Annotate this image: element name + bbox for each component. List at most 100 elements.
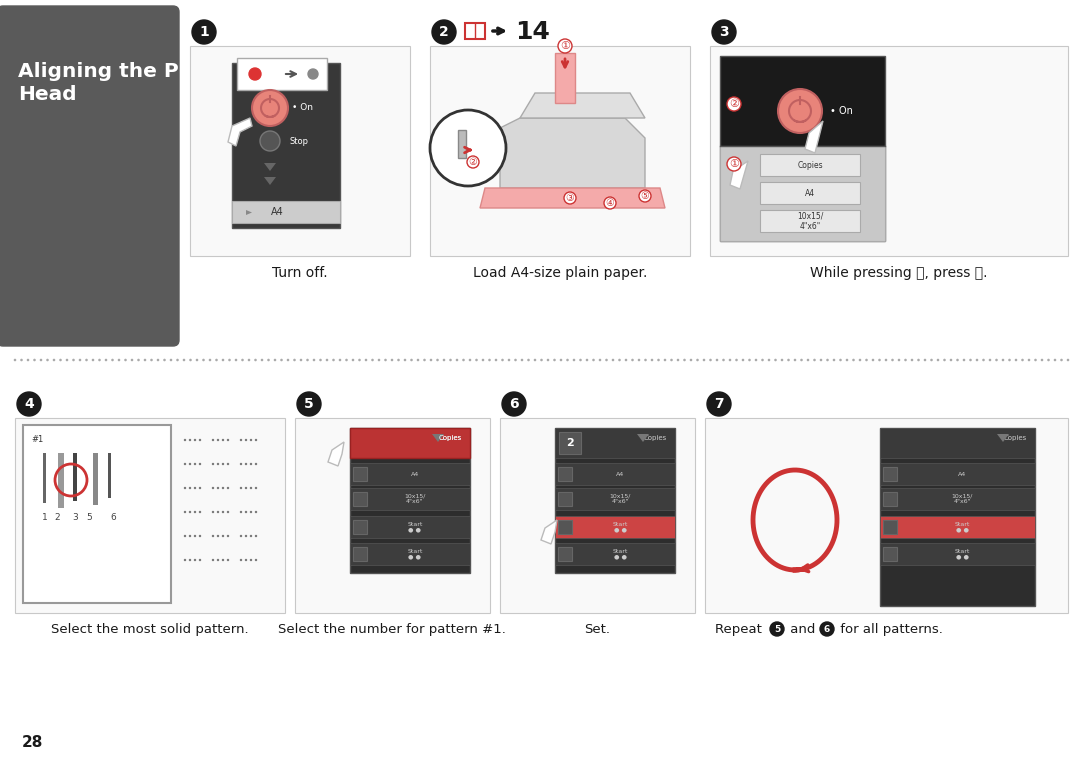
Text: ⑤: ⑤ [640,191,649,202]
Circle shape [199,487,201,489]
Circle shape [255,439,257,441]
Circle shape [195,358,199,361]
Circle shape [245,535,247,537]
Circle shape [564,192,576,204]
Circle shape [300,358,302,361]
FancyBboxPatch shape [0,6,179,346]
Circle shape [352,358,354,361]
Text: 2: 2 [566,438,573,448]
Text: Set.: Set. [584,623,610,636]
Circle shape [217,535,219,537]
FancyBboxPatch shape [353,520,367,534]
Circle shape [540,358,543,361]
Circle shape [930,358,933,361]
FancyBboxPatch shape [350,516,470,538]
Circle shape [92,358,94,361]
Circle shape [897,358,901,361]
Circle shape [255,463,257,465]
Circle shape [1035,358,1037,361]
Circle shape [475,358,477,361]
Circle shape [227,487,229,489]
FancyBboxPatch shape [558,520,572,534]
Circle shape [1048,358,1050,361]
Text: 2: 2 [54,513,59,522]
FancyBboxPatch shape [73,453,77,501]
Text: 5: 5 [774,625,780,634]
FancyBboxPatch shape [458,130,465,158]
Text: 1: 1 [199,26,208,40]
FancyBboxPatch shape [705,418,1068,613]
Circle shape [852,358,854,361]
FancyBboxPatch shape [880,516,1035,538]
Circle shape [684,358,686,361]
Text: and: and [786,623,820,636]
Circle shape [245,463,247,465]
Text: A4: A4 [805,189,815,198]
Circle shape [157,358,160,361]
Circle shape [208,358,212,361]
FancyBboxPatch shape [43,453,46,503]
Text: ④: ④ [606,199,615,209]
Text: Copies: Copies [1003,435,1027,441]
Text: Start
● ●: Start ● ● [407,549,422,559]
Text: Aligning the Print
Head: Aligning the Print Head [18,62,219,104]
Circle shape [469,358,471,361]
Circle shape [212,439,214,441]
Text: 1: 1 [42,513,48,522]
Circle shape [943,358,946,361]
Circle shape [199,463,201,465]
Circle shape [137,358,139,361]
Text: 4: 4 [24,397,33,412]
Text: ①: ① [561,41,570,51]
FancyBboxPatch shape [190,46,410,256]
Circle shape [742,358,744,361]
Text: ②: ② [729,99,739,110]
Circle shape [637,358,640,361]
Text: A4: A4 [410,472,419,476]
Text: Start
● ●: Start ● ● [612,522,627,532]
Text: 10x15/
4"x6": 10x15/ 4"x6" [797,212,823,231]
Text: 3: 3 [719,26,729,40]
FancyBboxPatch shape [58,453,64,508]
Circle shape [527,358,530,361]
Circle shape [189,463,191,465]
Circle shape [781,358,783,361]
Circle shape [969,358,972,361]
Circle shape [255,535,257,537]
Circle shape [240,535,242,537]
Circle shape [923,358,927,361]
Circle shape [546,358,550,361]
Text: 6: 6 [509,397,518,412]
Circle shape [624,358,627,361]
Circle shape [221,487,225,489]
Circle shape [644,358,647,361]
FancyBboxPatch shape [555,463,675,485]
Circle shape [1041,358,1043,361]
Circle shape [228,358,231,361]
Circle shape [878,358,881,361]
Circle shape [800,358,802,361]
Circle shape [956,358,959,361]
Circle shape [221,559,225,561]
FancyBboxPatch shape [883,467,897,481]
Circle shape [456,358,458,361]
Circle shape [280,358,283,361]
FancyBboxPatch shape [350,428,470,458]
Circle shape [163,358,166,361]
Circle shape [650,358,653,361]
Circle shape [221,511,225,513]
Circle shape [249,535,253,537]
Circle shape [221,535,225,537]
FancyBboxPatch shape [555,516,675,538]
Circle shape [193,439,197,441]
Text: 10x15/
4"x6": 10x15/ 4"x6" [404,494,426,505]
Circle shape [307,358,309,361]
FancyBboxPatch shape [350,488,470,510]
Circle shape [202,358,205,361]
Circle shape [770,622,784,636]
Circle shape [813,358,815,361]
Circle shape [988,358,991,361]
Circle shape [227,535,229,537]
Circle shape [384,358,387,361]
Circle shape [1028,358,1030,361]
